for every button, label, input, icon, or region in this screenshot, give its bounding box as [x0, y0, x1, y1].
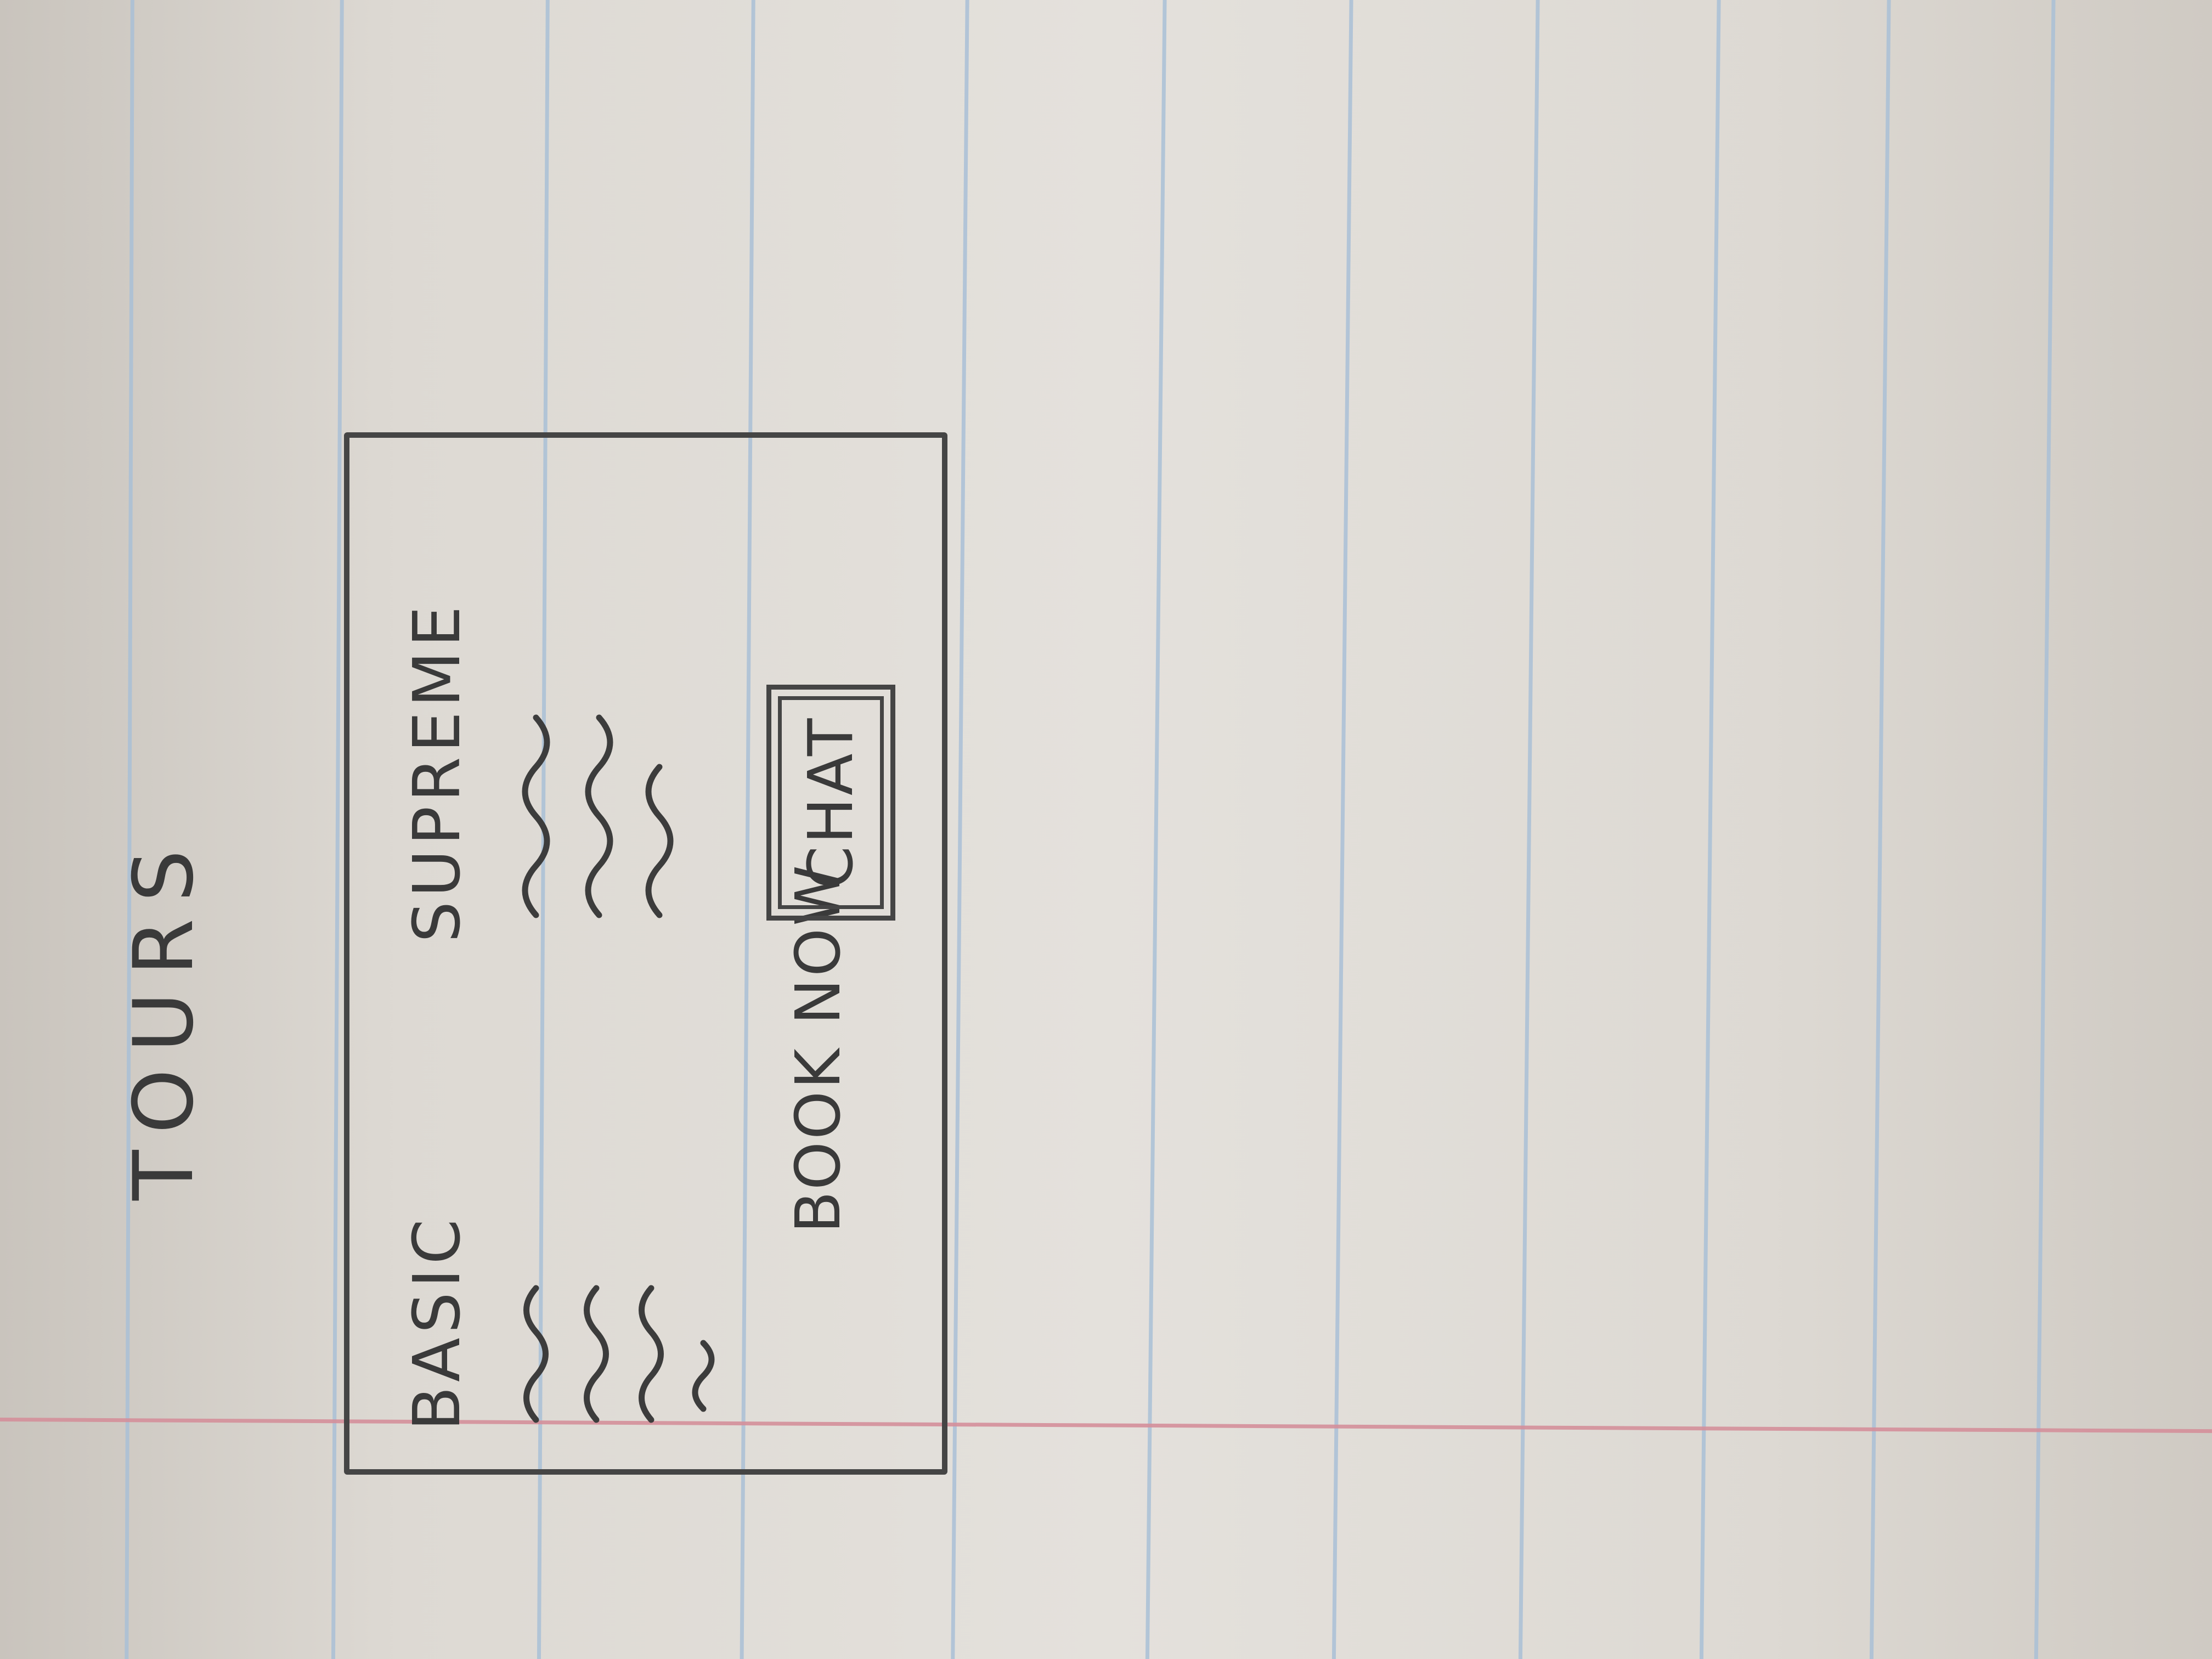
text-placeholder-line [692, 1340, 715, 1412]
text-placeholder-line [523, 1285, 549, 1423]
tier-label-basic: BASIC [399, 1215, 475, 1431]
chat-button[interactable]: CHAT [766, 685, 895, 921]
text-placeholder-line [645, 764, 674, 918]
text-placeholder-line [522, 714, 550, 918]
ruled-line [2034, 0, 2056, 1659]
chat-label: CHAT [778, 696, 884, 909]
tours-page-sketch: TOURS BASIC SUPREME BOOK NOW CHAT [116, 395, 1170, 1475]
tours-card: BASIC SUPREME BOOK NOW CHAT [344, 432, 947, 1475]
ruled-line [1699, 0, 1721, 1659]
basic-description-placeholder [523, 1285, 715, 1423]
ruled-line [1869, 0, 1891, 1659]
supreme-description-placeholder [522, 714, 674, 918]
text-placeholder-line [639, 1285, 664, 1423]
tier-label-supreme: SUPREME [399, 601, 475, 943]
text-placeholder-line [584, 1285, 609, 1423]
page-title: TOURS [116, 833, 212, 1200]
ruled-line [1518, 0, 1540, 1659]
ruled-line [1331, 0, 1353, 1659]
text-placeholder-line [585, 714, 613, 918]
